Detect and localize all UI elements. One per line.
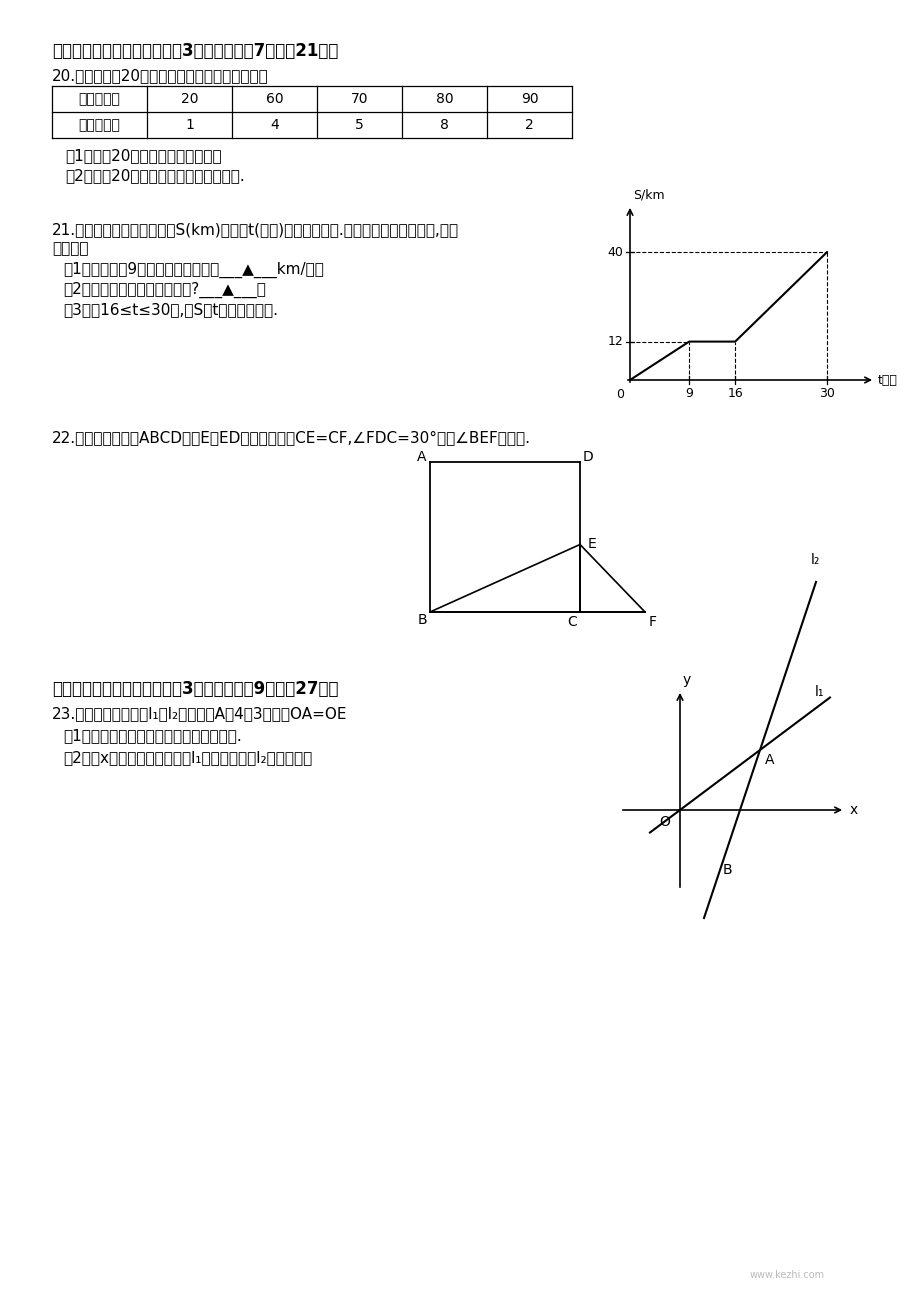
Text: 22.如图，在正方形ABCD中，E为ED边上的一点，CE=CF,∠FDC=30°，求∠BEF的度数.: 22.如图，在正方形ABCD中，E为ED边上的一点，CE=CF,∠FDC=30°…	[52, 430, 530, 445]
Text: l₁: l₁	[813, 685, 823, 699]
Text: B: B	[416, 613, 426, 628]
Text: 5: 5	[355, 118, 364, 132]
Text: 下列问题: 下列问题	[52, 241, 88, 256]
Text: 1: 1	[185, 118, 194, 132]
Text: （1）求这20名学生成绩的平均数；: （1）求这20名学生成绩的平均数；	[65, 148, 221, 163]
Text: www.kezhi.com: www.kezhi.com	[749, 1269, 824, 1280]
Text: 20.下表是某班20名学生外语测试的成绩统计表：: 20.下表是某班20名学生外语测试的成绩统计表：	[52, 68, 268, 83]
Text: O: O	[658, 815, 669, 829]
Text: 80: 80	[436, 92, 453, 105]
Text: D: D	[582, 450, 593, 464]
Text: 4: 4	[270, 118, 278, 132]
Text: A: A	[417, 450, 426, 464]
Text: E: E	[587, 538, 596, 552]
Text: 9: 9	[685, 387, 692, 400]
Text: 8: 8	[439, 118, 448, 132]
Text: 四、解答题（二）（本大题共3小题，每小题7分，共21分）: 四、解答题（二）（本大题共3小题，每小题7分，共21分）	[52, 42, 338, 60]
Text: y: y	[682, 673, 690, 687]
Text: 成绩（分）: 成绩（分）	[78, 92, 120, 105]
Text: S/km: S/km	[632, 189, 664, 202]
Text: 21.如图是某汽车行驶的路程S(km)与时间t(分钟)的函数关系图.观察图中所提供的信息,解答: 21.如图是某汽车行驶的路程S(km)与时间t(分钟)的函数关系图.观察图中所提…	[52, 223, 459, 237]
Text: （1）分别求出两条直线对应的函数解析式.: （1）分别求出两条直线对应的函数解析式.	[62, 728, 242, 743]
Text: 0: 0	[616, 388, 623, 401]
Text: 30: 30	[818, 387, 834, 400]
Text: （2）当x为何值时，一次函数l₁的函数值大于l₂的函数值？: （2）当x为何值时，一次函数l₁的函数值大于l₂的函数值？	[62, 750, 312, 766]
Text: 五、解答题（三）（本大题共3小题，每小题9分，共27分）: 五、解答题（三）（本大题共3小题，每小题9分，共27分）	[52, 680, 338, 698]
Text: 人数（人）: 人数（人）	[78, 118, 120, 132]
Text: C: C	[566, 615, 576, 629]
Text: （2）汽车在中途停了多长时间?___▲___；: （2）汽车在中途停了多长时间?___▲___；	[62, 283, 266, 298]
Text: （1）汽车在前9分钟内的平均速度是___▲___km/分；: （1）汽车在前9分钟内的平均速度是___▲___km/分；	[62, 262, 323, 279]
Text: F: F	[648, 615, 656, 629]
Text: 40: 40	[607, 246, 622, 259]
Text: 23.如图，已知两直线l₁和l₂相交于点A（4，3），且OA=OE: 23.如图，已知两直线l₁和l₂相交于点A（4，3），且OA=OE	[52, 706, 347, 721]
Text: B: B	[721, 863, 731, 878]
Text: 60: 60	[266, 92, 283, 105]
Text: 20: 20	[180, 92, 198, 105]
Text: （2）写出20名学生成绩的众数和中位数.: （2）写出20名学生成绩的众数和中位数.	[65, 168, 244, 184]
Text: 12: 12	[607, 335, 622, 348]
Text: 90: 90	[520, 92, 538, 105]
Text: A: A	[765, 753, 774, 767]
Text: 70: 70	[350, 92, 368, 105]
Text: （3）当16≤t≤30时,求S与t的函数关系式.: （3）当16≤t≤30时,求S与t的函数关系式.	[62, 302, 278, 316]
Text: x: x	[849, 803, 857, 816]
Text: l₂: l₂	[810, 553, 819, 566]
Text: t分钟: t分钟	[877, 374, 897, 387]
Text: 16: 16	[727, 387, 743, 400]
Text: 2: 2	[525, 118, 533, 132]
